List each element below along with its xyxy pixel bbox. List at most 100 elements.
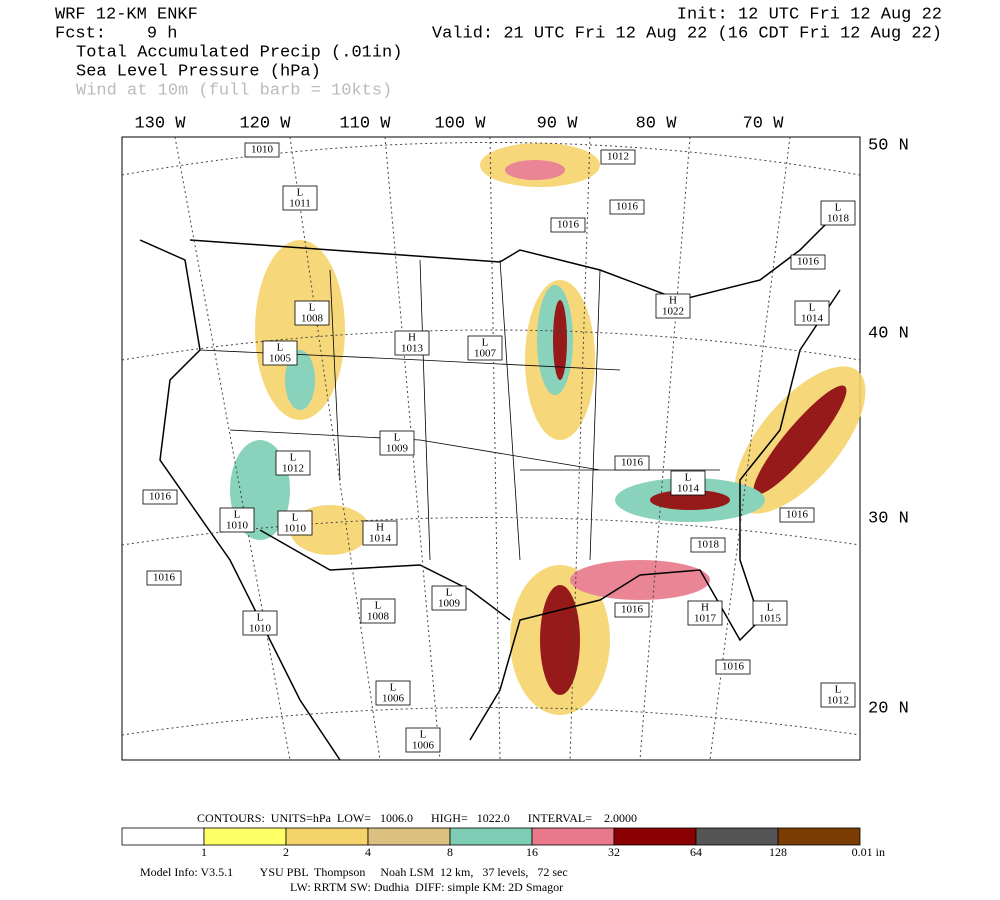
field-label: Wind at 10m (full barb = 10kts) (76, 81, 392, 100)
pressure-value: 1016 (153, 572, 176, 584)
pressure-kind: L (809, 302, 816, 314)
pressure-kind: L (257, 612, 264, 624)
colorbar-label: 4 (365, 845, 371, 859)
pressure-kind: H (669, 295, 677, 307)
colorbar-box (613, 827, 697, 846)
pressure-kind: H (701, 602, 709, 614)
pressure-value: 1015 (759, 613, 782, 625)
coastline (139, 239, 341, 761)
pressure-center: 1016 (142, 489, 178, 505)
pressure-value: 1011 (289, 198, 311, 210)
pressure-value: 1014 (801, 313, 824, 325)
label-box (690, 537, 726, 553)
pressure-value: 1016 (557, 219, 580, 231)
pressure-value: 1016 (621, 457, 644, 469)
colorbar-box (531, 827, 615, 846)
pressure-center: 1016 (609, 199, 645, 215)
precip-area (553, 300, 567, 380)
lat-label: 20 N (868, 699, 909, 718)
pressure-kind: L (835, 202, 842, 214)
lon-label: 120 W (239, 114, 291, 133)
label-box (790, 254, 826, 270)
pressure-value: 1009 (386, 443, 409, 455)
colorbar-box (285, 827, 369, 846)
pressure-value: 1010 (249, 623, 272, 635)
label-box (614, 602, 650, 618)
pressure-value: 1022 (662, 306, 684, 318)
label-box (242, 610, 278, 636)
pressure-value: 1010 (251, 144, 274, 156)
lat-label: 50 N (868, 136, 909, 155)
label-box (219, 507, 255, 533)
colorbar-box (121, 827, 205, 846)
pressure-kind: L (446, 587, 453, 599)
label-box (405, 727, 441, 753)
pressure-center: 1018 (690, 537, 726, 553)
label-box (277, 510, 313, 536)
pressure-kind: L (394, 432, 401, 444)
label-box (394, 330, 430, 356)
field-label: Total Accumulated Precip (.01in) (76, 43, 402, 62)
pressure-value: 1010 (284, 523, 307, 535)
precip-area (753, 385, 847, 495)
pressure-value: 1018 (697, 539, 720, 551)
label-box (820, 682, 856, 708)
lon-label: 90 W (537, 114, 579, 133)
label-box (142, 489, 178, 505)
label-box (600, 149, 636, 165)
colorbar-label: 16 (526, 845, 538, 859)
pressure-value: 1016 (786, 509, 809, 521)
pressure-kind: L (292, 512, 299, 524)
pressure-value: 1016 (797, 256, 820, 268)
field-label: Sea Level Pressure (hPa) (76, 62, 321, 81)
pressure-value: 1009 (438, 598, 461, 610)
label-box (820, 200, 856, 226)
pressure-kind: L (234, 509, 241, 521)
pressure-center: 1016 (614, 455, 650, 471)
precip-area (650, 490, 730, 510)
pressure-value: 1016 (621, 604, 644, 616)
colorbar-box (777, 827, 861, 846)
coastline (469, 289, 841, 741)
pressure-value: 1010 (226, 520, 249, 532)
pressure-value: 1008 (301, 313, 324, 325)
colorbar-unit: 0.01 in (852, 845, 885, 859)
label-box (794, 300, 830, 326)
pressure-value: 1012 (827, 695, 849, 707)
longitude-line (174, 136, 791, 761)
pressure-value: 1016 (722, 661, 745, 673)
pressure-value: 1007 (474, 348, 497, 360)
pressure-kind: H (408, 332, 416, 344)
pressure-value: 1014 (369, 533, 392, 545)
state-lines (199, 259, 720, 561)
colorbar-label: 1 (201, 845, 207, 859)
colorbar-box (367, 827, 451, 846)
label-box (655, 293, 691, 319)
label-box (262, 340, 298, 366)
pressure-value: 1017 (694, 613, 717, 625)
pressure-value: 1006 (412, 740, 435, 752)
label-box (431, 585, 467, 611)
lon-label: 130 W (134, 114, 186, 133)
label-box (294, 300, 330, 326)
pressure-kind: L (482, 337, 489, 349)
border (259, 529, 511, 621)
pressure-kind: L (390, 682, 397, 694)
label-box (360, 598, 396, 624)
label-box (375, 680, 411, 706)
colorbar-label: 8 (447, 845, 453, 859)
